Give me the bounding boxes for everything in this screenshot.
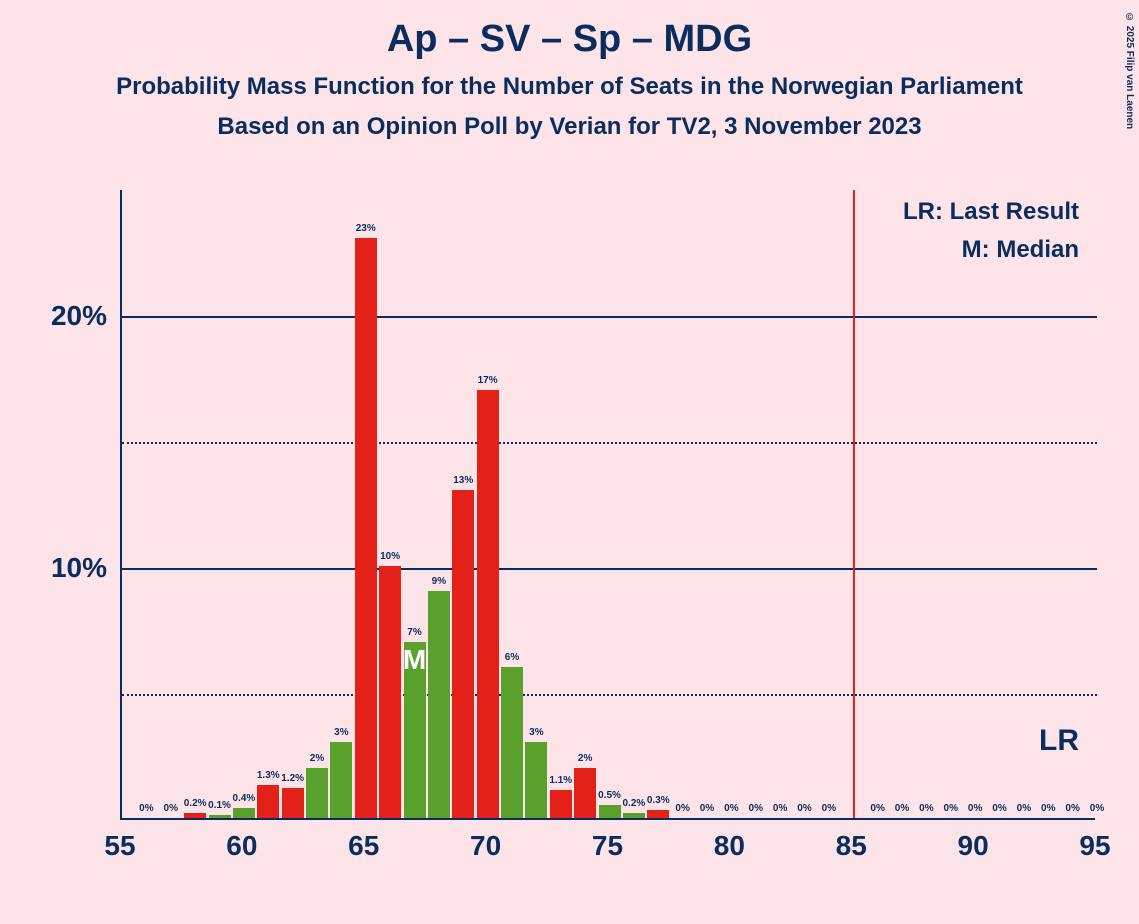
bar-value-label: 0.1% (208, 800, 231, 811)
y-tick-label: 20% (51, 300, 107, 332)
x-tick-label: 90 (958, 830, 989, 862)
bar-value-label: 10% (380, 551, 400, 562)
bar (525, 742, 547, 818)
bar-value-label: 0% (700, 803, 714, 814)
bar-value-label: 2% (578, 753, 592, 764)
bar-value-label: 0% (992, 803, 1006, 814)
bar (599, 805, 621, 818)
bar-value-label: 0% (749, 803, 763, 814)
x-tick-label: 80 (714, 830, 745, 862)
bar-value-label: 6% (505, 652, 519, 663)
chart-title: Ap – SV – Sp – MDG (0, 0, 1139, 61)
bar-value-label: 0.5% (598, 790, 621, 801)
bar-value-label: 0% (724, 803, 738, 814)
gridline-minor (122, 694, 1097, 696)
bar-value-label: 0.2% (622, 798, 645, 809)
bar (233, 808, 255, 818)
bar-value-label: 0% (968, 803, 982, 814)
x-tick-label: 70 (470, 830, 501, 862)
chart-subtitle-1: Probability Mass Function for the Number… (0, 61, 1139, 101)
x-tick-label: 55 (104, 830, 135, 862)
bar-value-label: 13% (453, 475, 473, 486)
legend-m: M: Median (962, 236, 1079, 264)
bar (257, 785, 279, 818)
bar-value-label: 9% (432, 576, 446, 587)
y-tick-label: 10% (51, 552, 107, 584)
bar (477, 390, 499, 818)
x-tick-label: 95 (1079, 830, 1110, 862)
bar-value-label: 0% (919, 803, 933, 814)
bar-value-label: 1.3% (257, 770, 280, 781)
last-result-label: LR (1039, 724, 1079, 758)
bar-value-label: 0% (797, 803, 811, 814)
plot-area: 0%0%0.2%0.1%0.4%1.3%1.2%2%3%23%10%7%9%13… (120, 190, 1095, 820)
bar (209, 815, 231, 818)
bar-value-label: 0% (1065, 803, 1079, 814)
bar-value-label: 7% (407, 627, 421, 638)
bar (550, 790, 572, 818)
bar-value-label: 0% (895, 803, 909, 814)
bar (647, 810, 669, 818)
bar-value-label: 3% (334, 727, 348, 738)
bar (184, 813, 206, 818)
copyright-text: © 2025 Filip van Laenen (1124, 12, 1135, 129)
bar-value-label: 0.4% (232, 793, 255, 804)
bar-value-label: 0% (1017, 803, 1031, 814)
chart-subtitle-2: Based on an Opinion Poll by Verian for T… (0, 101, 1139, 141)
bar (428, 591, 450, 818)
gridline (122, 316, 1097, 318)
bar (623, 813, 645, 818)
median-marker: M (403, 644, 426, 676)
bar-value-label: 0% (164, 803, 178, 814)
bar-value-label: 0% (822, 803, 836, 814)
last-result-line (853, 190, 855, 818)
bar (330, 742, 352, 818)
legend-lr: LR: Last Result (903, 198, 1079, 226)
bar (379, 566, 401, 818)
bar (501, 667, 523, 818)
bar-value-label: 3% (529, 727, 543, 738)
x-tick-label: 65 (348, 830, 379, 862)
bar-value-label: 0% (944, 803, 958, 814)
bar-value-label: 0% (675, 803, 689, 814)
bar-value-label: 2% (310, 753, 324, 764)
bar-value-label: 0% (1090, 803, 1104, 814)
bar-value-label: 0.3% (647, 795, 670, 806)
bar-value-label: 0% (1041, 803, 1055, 814)
gridline (122, 568, 1097, 570)
bar-value-label: 0% (870, 803, 884, 814)
bar-value-label: 1.2% (281, 773, 304, 784)
x-tick-label: 75 (592, 830, 623, 862)
pmf-chart: 0%0%0.2%0.1%0.4%1.3%1.2%2%3%23%10%7%9%13… (120, 190, 1095, 820)
gridline-minor (122, 442, 1097, 444)
bar-value-label: 17% (478, 375, 498, 386)
bar (355, 238, 377, 818)
bar-value-label: 0% (773, 803, 787, 814)
bar (574, 768, 596, 818)
bar-value-label: 0% (139, 803, 153, 814)
bar (282, 788, 304, 818)
bar-value-label: 0.2% (184, 798, 207, 809)
x-tick-label: 85 (836, 830, 867, 862)
bar (452, 490, 474, 818)
bar-value-label: 23% (356, 223, 376, 234)
bar (306, 768, 328, 818)
bar-value-label: 1.1% (549, 775, 572, 786)
x-tick-label: 60 (226, 830, 257, 862)
